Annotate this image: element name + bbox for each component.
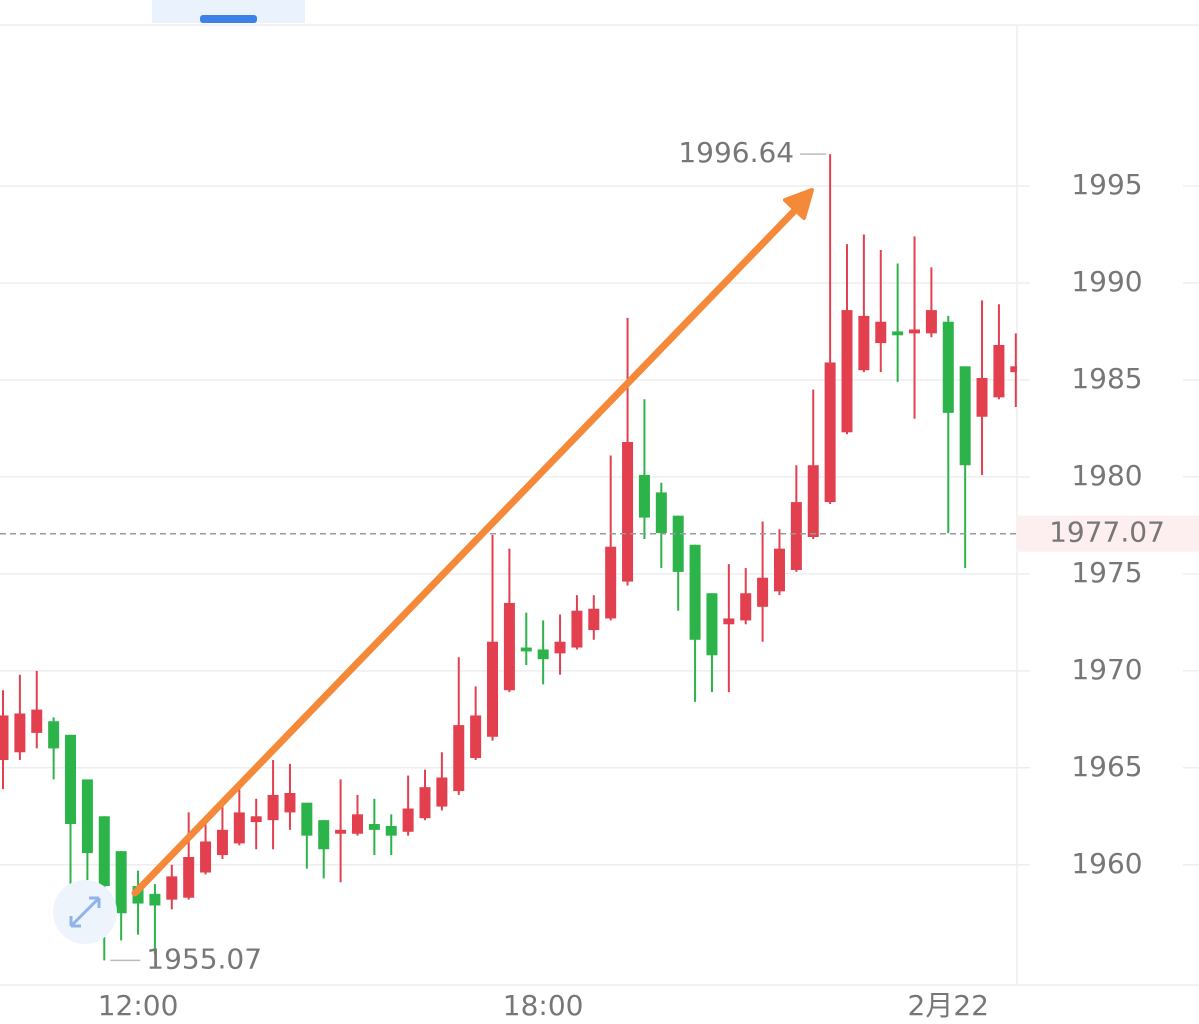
candle-body [993,345,1005,398]
candle-body [706,593,718,656]
candle-body [571,610,583,648]
labels: 1960 1965 1970 1975 1980 1985 1990 1995 12:00 18:… [0,136,1199,1022]
candle-body [301,802,313,836]
expand-icon [69,896,101,928]
candle-body [807,465,819,537]
trend-arrow [131,201,804,897]
candle-body [65,734,77,825]
tab-indicator [200,15,257,23]
candle-body [892,331,904,336]
candle-body [976,377,988,417]
candle-body [858,315,870,371]
candle-body [470,715,482,759]
candle-body [588,608,600,631]
candle-body [909,329,921,334]
candle-body [672,515,684,572]
x-tick-label: 12:00 [98,989,179,1022]
candle-body [503,602,515,691]
x-tick-label: 18:00 [503,989,584,1022]
y-tick-label: 1975 [1071,556,1142,589]
candle-body [487,641,499,737]
candle-body [98,816,110,887]
candle-body [537,649,549,660]
y-tick-label: 1970 [1071,653,1142,686]
candle-body [149,893,161,906]
candle-body [351,814,363,834]
last-price-label: 1977.07 [1049,516,1165,549]
candle-body [115,851,127,914]
grid [0,185,1199,866]
candle-body [385,825,397,836]
high-label: 1996.64 [678,136,794,169]
tab[interactable] [152,0,305,23]
y-tick-label: 1995 [1071,168,1142,201]
candle-body [166,876,178,900]
candle-body [250,816,262,823]
candle-body [959,366,971,466]
candle-body [605,546,617,619]
y-tick-label: 1980 [1071,459,1142,492]
candle-body [200,841,212,873]
last-price-bg [1017,515,1199,552]
low-label: 1955.07 [146,942,262,975]
candle-body [841,310,853,433]
candle-body [318,820,330,850]
candles [0,154,1017,961]
candle-body [622,441,634,582]
candle-body [216,829,228,856]
candle-body [1010,366,1017,373]
candle-body [402,808,414,832]
candle-body [368,824,380,830]
candle-body [824,362,836,503]
arrow-head [783,188,814,220]
candle-body [689,544,701,640]
candle-body [740,593,752,621]
candle-body [31,709,43,733]
candle-body [638,474,650,518]
candle-body [48,721,60,749]
y-tick-label: 1965 [1071,750,1142,783]
y-tick-label: 1960 [1071,847,1142,880]
candle-body [942,321,954,413]
candle-body [757,577,769,607]
candle-body [419,787,431,819]
x-tick-label: 2月22 [908,989,989,1022]
candle-body [453,725,465,792]
candle-body [520,647,532,652]
candle-body [925,310,937,334]
candle-body [183,857,195,898]
candle-body [723,618,735,625]
candle-body [790,502,802,570]
candle-body [773,548,785,592]
candle-body [655,492,667,534]
candle-body [14,713,26,753]
candle-body [233,812,245,844]
y-tick-label: 1990 [1071,265,1142,298]
candle-body [554,641,566,654]
candle-body [436,777,448,807]
candle-body [335,829,347,834]
candle-body [267,794,279,821]
candle-body [81,779,93,854]
candle-body [875,321,887,344]
candle-body [284,793,296,813]
candle-body [0,715,9,761]
y-tick-label: 1985 [1071,362,1142,395]
